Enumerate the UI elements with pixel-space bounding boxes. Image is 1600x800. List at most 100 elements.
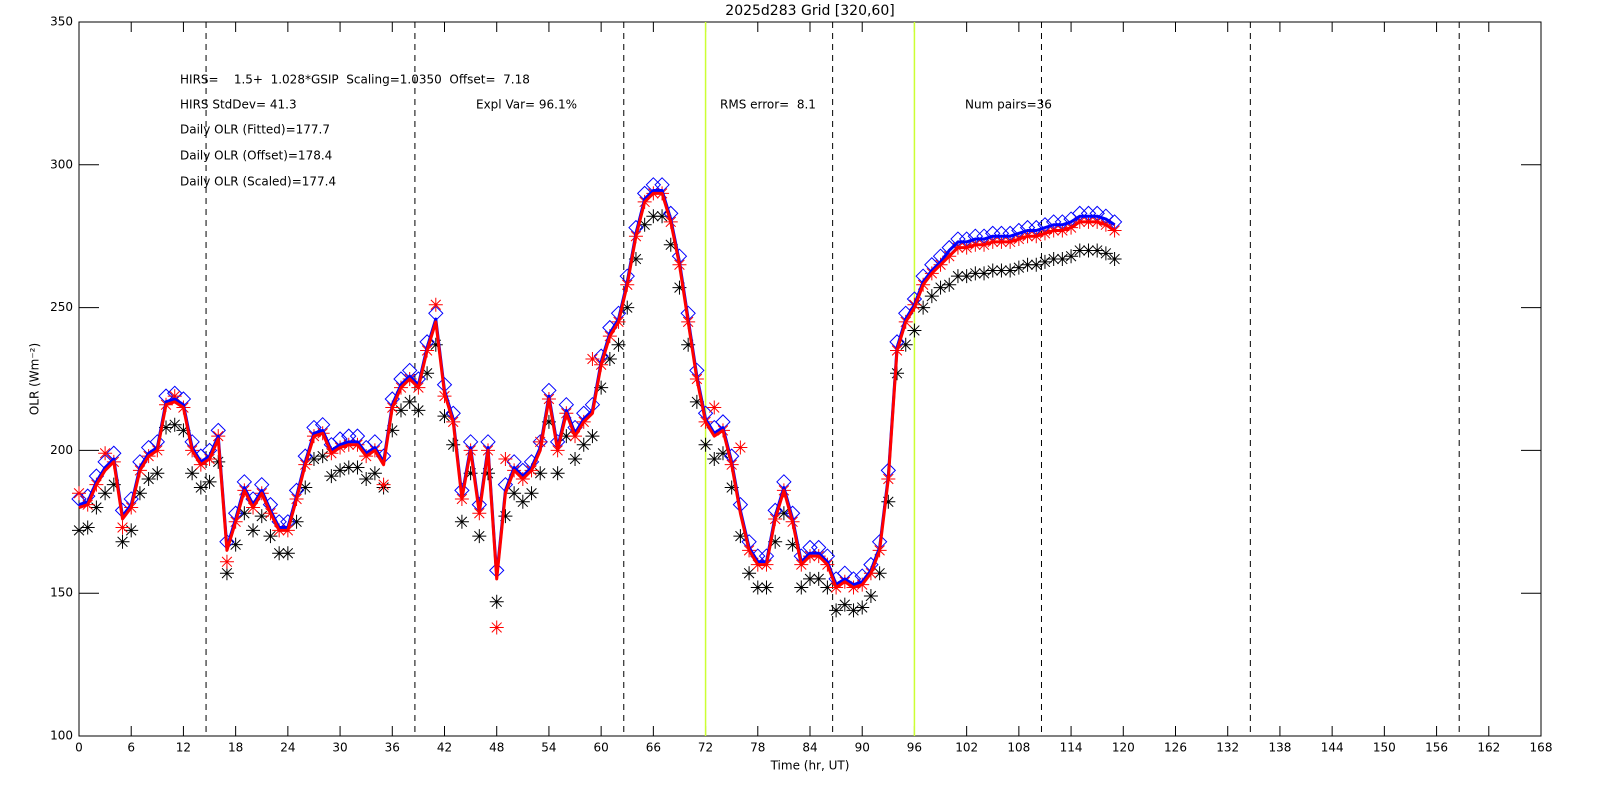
- asterisk-marker: [498, 451, 513, 466]
- asterisk-marker: [167, 417, 182, 432]
- asterisk-marker: [776, 506, 791, 521]
- asterisk-marker: [1037, 254, 1052, 269]
- asterisk-marker: [585, 429, 600, 444]
- asterisk-marker: [890, 366, 905, 381]
- asterisk-marker: [507, 486, 522, 501]
- y-tick-label: 250: [50, 300, 73, 314]
- asterisk-marker: [202, 474, 217, 489]
- asterisk-marker: [576, 437, 591, 452]
- y-tick-label: 150: [50, 586, 73, 600]
- asterisk-marker: [428, 297, 443, 312]
- asterisk-marker: [1081, 243, 1096, 258]
- asterisk-marker: [350, 460, 365, 475]
- x-tick-label: 96: [907, 741, 922, 755]
- asterisk-marker: [254, 509, 269, 524]
- asterisk-marker: [950, 269, 965, 284]
- asterisk-marker: [463, 466, 478, 481]
- asterisk-marker: [1029, 257, 1044, 272]
- asterisk-marker: [1055, 252, 1070, 267]
- annotation: Expl Var= 96.1%: [476, 98, 577, 112]
- asterisk-marker: [1064, 249, 1079, 264]
- x-tick-label: 84: [802, 741, 817, 755]
- asterisk-marker: [959, 269, 974, 284]
- asterisk-marker: [393, 403, 408, 418]
- asterisk-marker: [515, 494, 530, 509]
- y-tick-label: 300: [50, 157, 73, 171]
- asterisk-marker: [637, 217, 652, 232]
- y-tick-label: 200: [50, 443, 73, 457]
- asterisk-marker: [733, 440, 748, 455]
- asterisk-marker: [219, 566, 234, 581]
- x-tick-label: 168: [1530, 741, 1553, 755]
- x-tick-label: 36: [385, 741, 400, 755]
- x-tick-label: 12: [176, 741, 191, 755]
- asterisk-marker: [907, 323, 922, 338]
- x-tick-label: 138: [1268, 741, 1291, 755]
- asterisk-marker: [585, 352, 600, 367]
- x-tick-label: 54: [541, 741, 556, 755]
- asterisk-marker: [385, 423, 400, 438]
- asterisk-marker: [280, 546, 295, 561]
- asterisk-marker: [602, 352, 617, 367]
- x-axis-label: Time (hr, UT): [770, 759, 850, 773]
- asterisk-marker: [977, 266, 992, 281]
- x-tick-label: 126: [1164, 741, 1187, 755]
- asterisk-marker: [663, 237, 678, 252]
- asterisk-marker: [759, 580, 774, 595]
- asterisk-marker: [106, 477, 121, 492]
- asterisk-marker: [193, 480, 208, 495]
- asterisk-marker: [1090, 243, 1105, 258]
- asterisk-marker: [246, 523, 261, 538]
- asterisk-marker: [855, 600, 870, 615]
- asterisk-marker: [568, 451, 583, 466]
- y-tick-label: 350: [50, 15, 73, 29]
- asterisk-marker: [794, 580, 809, 595]
- asterisk-marker: [315, 449, 330, 464]
- asterisk-marker: [472, 529, 487, 544]
- asterisk-marker: [968, 266, 983, 281]
- x-tick-label: 156: [1425, 741, 1448, 755]
- asterisk-marker: [689, 394, 704, 409]
- asterisk-marker: [72, 486, 86, 501]
- asterisk-marker: [628, 252, 643, 267]
- asterisk-marker: [803, 571, 817, 586]
- asterisk-marker: [115, 534, 130, 549]
- asterisk-marker: [1046, 252, 1061, 267]
- asterisk-marker: [837, 597, 852, 612]
- asterisk-marker: [211, 454, 226, 469]
- asterisk-marker: [132, 486, 147, 501]
- asterisk-marker: [846, 603, 861, 618]
- asterisk-marker: [333, 463, 348, 478]
- annotation: Daily OLR (Offset)=178.4: [180, 149, 332, 163]
- x-tick-label: 114: [1060, 741, 1083, 755]
- x-tick-label: 72: [698, 741, 713, 755]
- asterisk-marker: [524, 486, 539, 501]
- annotation: RMS error= 8.1: [720, 98, 816, 112]
- x-tick-label: 78: [750, 741, 765, 755]
- asterisk-marker: [89, 500, 104, 515]
- asterisk-marker: [898, 337, 913, 352]
- asterisk-marker: [646, 209, 661, 224]
- asterisk-marker: [481, 466, 496, 481]
- asterisk-marker: [768, 534, 783, 549]
- asterisk-marker: [402, 394, 417, 409]
- asterisk-marker: [150, 466, 165, 481]
- asterisk-marker: [829, 603, 844, 618]
- asterisk-marker: [454, 514, 469, 529]
- series-line: [78, 191, 1116, 589]
- asterisk-marker: [733, 529, 748, 544]
- asterisk-marker: [115, 520, 130, 535]
- asterisk-marker: [715, 446, 730, 461]
- asterisk-marker: [98, 446, 113, 461]
- asterisk-marker: [985, 263, 1000, 278]
- asterisk-marker: [185, 466, 200, 481]
- asterisk-marker: [811, 571, 826, 586]
- asterisk-marker: [72, 523, 86, 538]
- asterisk-marker: [324, 469, 339, 484]
- asterisk-marker: [367, 466, 382, 481]
- asterisk-marker: [219, 554, 234, 569]
- asterisk-marker: [533, 466, 548, 481]
- asterisk-marker: [167, 389, 182, 404]
- asterisk-marker: [707, 451, 722, 466]
